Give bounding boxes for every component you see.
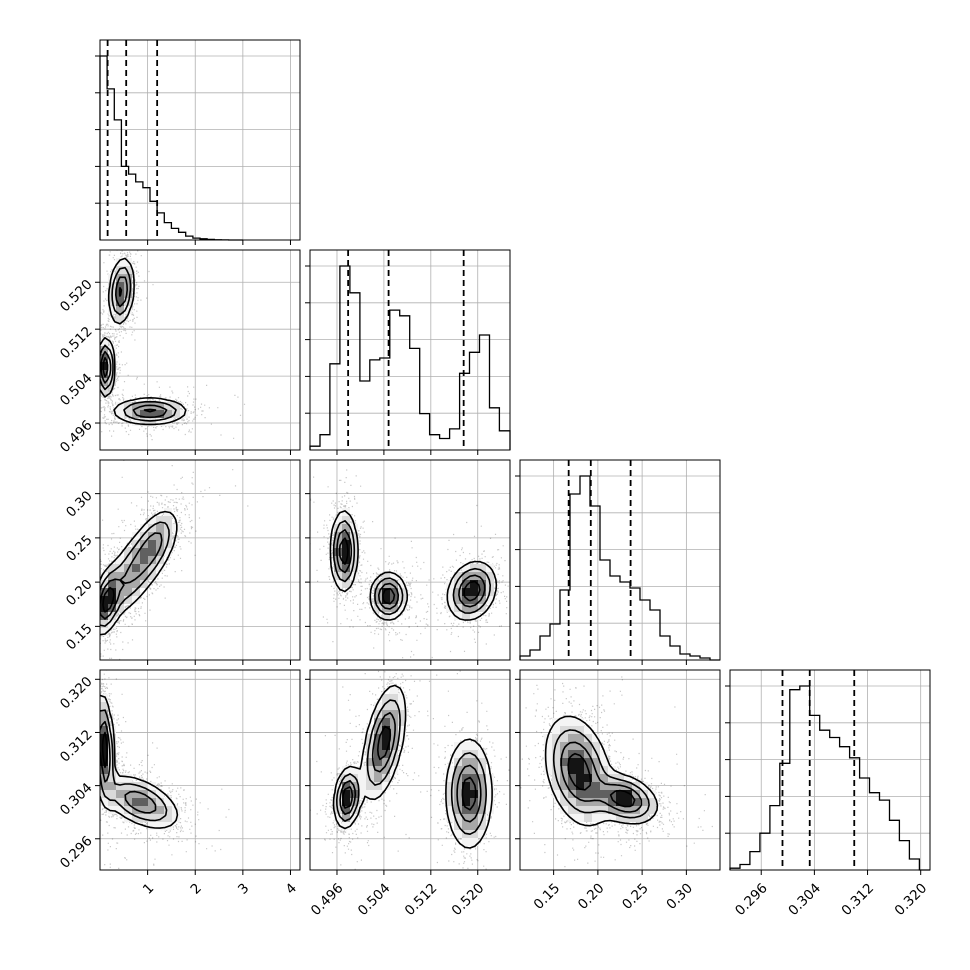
joint-3-2-contour-3 xyxy=(567,752,636,808)
joint-1-0-contour-1 xyxy=(100,266,177,422)
joint-1-0-ytick-label-1: 0.504 xyxy=(57,370,96,409)
joint-3-0-xtick-label-2: 3 xyxy=(235,880,252,897)
joint-2-0-ytick-label-1: 0.20 xyxy=(63,576,96,609)
joint-3-1-density-level-1 xyxy=(334,694,486,838)
hist-0-step-line xyxy=(99,55,243,241)
joint-3-2-contour-0 xyxy=(544,715,659,827)
joint-1-0-contour-0 xyxy=(100,257,187,426)
hist-1-frame xyxy=(309,249,511,451)
joint-2-1-contour-1 xyxy=(332,520,491,616)
joint-3-1-xtick-label-2: 0.512 xyxy=(402,880,441,919)
joint-3-0-samples xyxy=(100,670,230,870)
joint-2-0-density-level-4 xyxy=(100,588,116,612)
joint-3-1-density-level-3 xyxy=(342,718,478,814)
joint-3-1-xtick-label-0: 0.496 xyxy=(308,880,347,919)
joint-3-2-density xyxy=(520,676,713,868)
joint-3-0-xtick-label-1: 2 xyxy=(187,880,204,897)
joint-2-1-density xyxy=(310,469,510,659)
joint-2-0-contour-1 xyxy=(100,521,170,627)
joint-3-0-xtick-label-3: 4 xyxy=(283,880,300,897)
joint-3-0-density-level-1 xyxy=(100,702,172,822)
joint-1-0-contour-3 xyxy=(102,287,157,413)
joint-2-0-contour-2 xyxy=(100,532,163,620)
joint-3-0-density-level-2 xyxy=(100,710,164,814)
joint-2-0-ytick-label-0: 0.15 xyxy=(63,621,96,654)
joint-1-0-ytick-label-3: 0.520 xyxy=(57,277,96,316)
joint-2-0-samples xyxy=(100,460,249,660)
joint-3-0-density-level-0 xyxy=(100,694,180,830)
joint-3-2-density-level-0 xyxy=(544,718,656,822)
joint-2-0-ytick-label-3: 0.30 xyxy=(63,488,96,521)
joint-1-0-density-level-2 xyxy=(100,274,172,418)
joint-3-0-frame xyxy=(99,669,301,871)
joint-3-1-xtick-label-1: 0.504 xyxy=(355,880,394,919)
joint-2-0-ytick-label-2: 0.25 xyxy=(63,532,96,565)
joint-1-0-ytick-label-2: 0.512 xyxy=(57,324,96,363)
hist-0-frame xyxy=(99,39,301,241)
hist-3-xtick-label-1: 0.304 xyxy=(785,880,824,919)
joint-3-0-ytick-label-2: 0.312 xyxy=(57,727,96,766)
hist-3-xtick-label-3: 0.320 xyxy=(892,880,931,919)
hist-1-step-line xyxy=(309,265,511,450)
joint-2-1-contour-2 xyxy=(336,529,486,610)
hist-3-step-line xyxy=(729,685,930,871)
joint-2-0-density-level-3 xyxy=(100,540,156,620)
joint-2-0-contour-3 xyxy=(102,586,115,613)
hist-2-step-line xyxy=(519,475,720,661)
joint-2-0-density xyxy=(100,460,249,660)
joint-3-2-frame xyxy=(519,669,721,871)
joint-3-2-contour-2 xyxy=(560,741,643,813)
joint-3-0-contour-1 xyxy=(100,709,168,822)
joint-3-1-density xyxy=(310,670,510,870)
joint-3-2-xtick-label-0: 0.15 xyxy=(531,880,564,913)
joint-3-2-xtick-label-3: 0.30 xyxy=(663,880,696,913)
joint-1-0-contour-2 xyxy=(100,276,168,419)
joint-3-2-xtick-label-1: 0.20 xyxy=(575,880,608,913)
joint-1-0-density xyxy=(100,250,246,441)
joint-3-1-contour-0 xyxy=(332,684,493,849)
hist-2-frame xyxy=(519,459,721,661)
joint-1-0-density-level-0 xyxy=(100,258,188,426)
joint-3-1-density-level-2 xyxy=(342,710,486,830)
joint-3-0-contour-3 xyxy=(101,731,108,769)
hist-3-xtick-label-0: 0.296 xyxy=(732,880,771,919)
joint-3-2-contour-1 xyxy=(552,729,650,819)
joint-3-1-contour-1 xyxy=(336,699,487,835)
joint-3-1-frame xyxy=(309,669,511,871)
joint-3-0-xtick-label-0: 1 xyxy=(140,880,157,897)
joint-2-0-contour-0 xyxy=(100,510,178,636)
joint-3-0-contour-2 xyxy=(100,720,157,814)
joint-3-0-ytick-label-0: 0.296 xyxy=(57,833,96,872)
joint-2-1-contour-0 xyxy=(329,510,498,621)
joint-3-1-contour-3 xyxy=(342,725,477,811)
joint-3-2-density-level-2 xyxy=(560,734,648,814)
joint-3-2-xtick-label-2: 0.25 xyxy=(619,880,652,913)
joint-1-0-ytick-label-0: 0.496 xyxy=(57,417,96,456)
joint-2-0-frame xyxy=(99,459,301,661)
joint-3-1-xtick-label-3: 0.520 xyxy=(449,880,488,919)
joint-2-1-frame xyxy=(309,459,511,661)
joint-3-2-density-level-4 xyxy=(568,758,632,806)
joint-2-1-contour-3 xyxy=(338,537,481,605)
hist-3-xtick-label-2: 0.312 xyxy=(839,880,878,919)
joint-3-0-density xyxy=(100,670,230,870)
joint-3-1-density-level-4 xyxy=(342,726,478,806)
joint-3-1-contour-2 xyxy=(339,712,482,823)
joint-3-0-ytick-label-3: 0.320 xyxy=(57,674,96,713)
joint-1-0-frame xyxy=(99,249,301,451)
joint-3-2-density-level-3 xyxy=(560,750,640,806)
hist-3-frame xyxy=(729,669,931,871)
joint-3-0-ytick-label-1: 0.304 xyxy=(57,780,96,819)
joint-3-0-contour-0 xyxy=(100,694,179,829)
